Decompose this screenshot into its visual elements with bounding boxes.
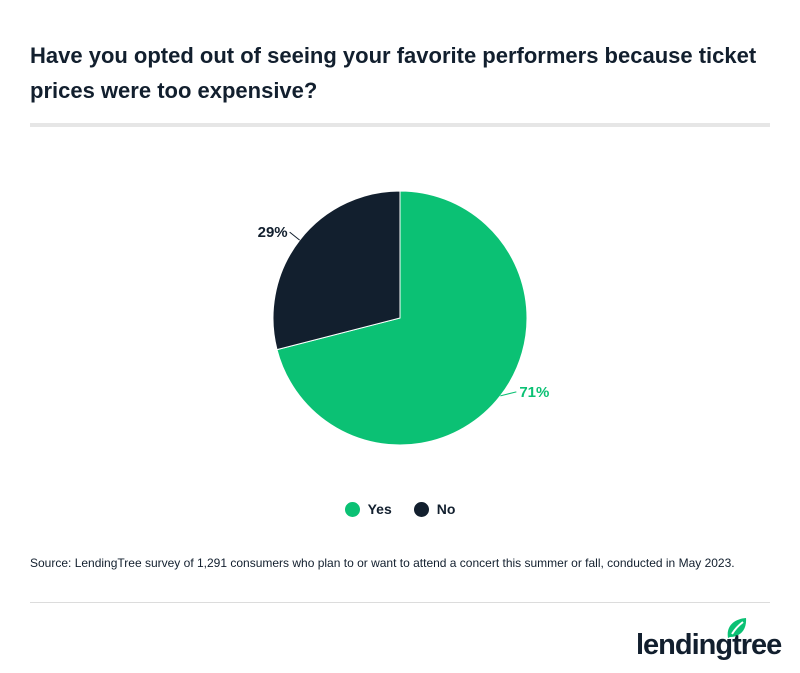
pie-slice-yes[interactable] [276, 190, 528, 446]
pie-chart: 71% 29% [258, 190, 549, 446]
legend-item-no[interactable]: No [413, 501, 456, 517]
title-divider [30, 123, 770, 127]
data-label-yes: 71% [519, 384, 549, 401]
label-leader-no [289, 231, 300, 241]
legend-swatch-yes [344, 501, 360, 517]
leaf-icon [727, 618, 747, 638]
legend-item-yes[interactable]: Yes [344, 501, 392, 517]
lendingtree-logo: lendingtree [636, 617, 782, 662]
source-note: Source: LendingTree survey of 1,291 cons… [30, 556, 735, 570]
legend-label-yes: Yes [367, 501, 392, 517]
legend: Yes No [0, 501, 800, 517]
chart-title: Have you opted out of seeing your favori… [30, 43, 757, 103]
pie-slice-no[interactable] [272, 190, 401, 351]
legend-label-no: No [436, 501, 456, 517]
label-leader-yes [500, 391, 517, 397]
data-label-no: 29% [258, 224, 288, 241]
legend-swatch-no [413, 501, 429, 517]
logo-text: lendingtree [636, 629, 782, 661]
footer-divider [30, 602, 770, 603]
